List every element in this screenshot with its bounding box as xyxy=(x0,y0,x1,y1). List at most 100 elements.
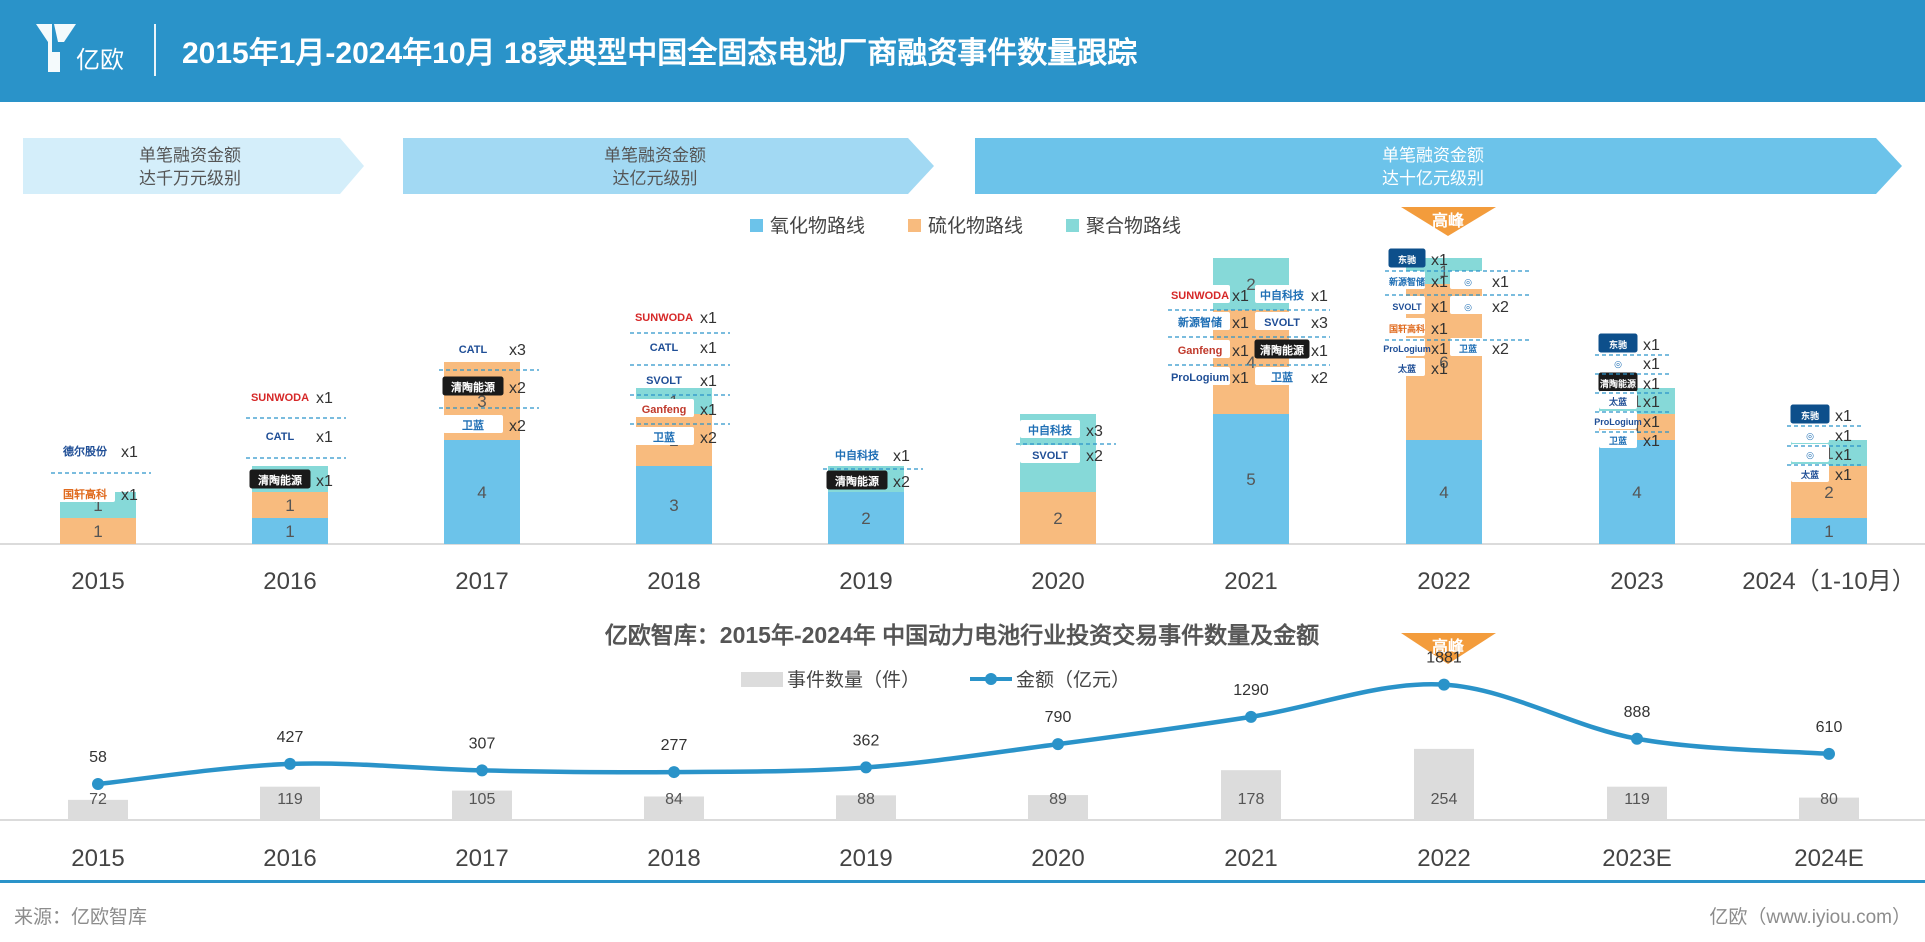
svg-text:新源智储: 新源智储 xyxy=(1389,276,1425,287)
bar-segment-2015-s1 xyxy=(60,518,136,544)
company-logo-icon: SUNWODA xyxy=(1170,285,1230,303)
company-logo-icon: 太蓝 xyxy=(1791,464,1829,482)
bar-label-2016-s0: 1 xyxy=(285,522,294,541)
top-tick-1: 2016 xyxy=(263,568,316,595)
bar-segment-2024（1-10月）-s0 xyxy=(1791,518,1867,544)
svg-text:◎: ◎ xyxy=(1464,302,1472,312)
event-bar-label-2024E: 80 xyxy=(1820,791,1838,808)
stage-banners: 单笔融资金额 达千万元级别 单笔融资金额 达亿元级别 单笔融资金额 达十亿元级别 xyxy=(23,138,1902,194)
annotation-2020: 中自科技 x3 SVOLT x2 xyxy=(1016,420,1116,465)
bottom-tick-6: 2021 xyxy=(1224,845,1277,872)
company-count: x3 xyxy=(509,342,526,359)
bar-label-2022-s1: 6 xyxy=(1439,353,1448,372)
stage-banner-3-line2: 达十亿元级别 xyxy=(1382,169,1484,188)
company-logo-icon: 太蓝 xyxy=(1599,391,1637,409)
peak-marker-top-label: 高峰 xyxy=(1432,211,1465,230)
bottom-tick-8: 2023E xyxy=(1602,845,1671,872)
bar-label-2021-s2: 2 xyxy=(1246,275,1255,294)
top-tick-8: 2023 xyxy=(1610,568,1663,595)
top-tick-7: 2022 xyxy=(1417,568,1470,595)
company-count: x1 xyxy=(316,473,333,490)
amount-point-2020 xyxy=(1052,738,1064,751)
legend-swatch-events xyxy=(741,672,783,687)
svg-text:◎: ◎ xyxy=(1806,431,1814,441)
annotation-2024（1-10月）: 东驰 x1 ◎ x1 ◎ x1 太蓝 x1 xyxy=(1787,404,1863,484)
amount-line xyxy=(97,682,1830,787)
company-count: x1 xyxy=(121,487,138,504)
svg-text:中自科技: 中自科技 xyxy=(1028,423,1073,437)
amount-label-2018: 277 xyxy=(661,737,688,754)
company-logo-icon: SUNWODA xyxy=(250,387,310,405)
svg-text:德尔股份: 德尔股份 xyxy=(62,444,108,458)
bottom-tick-7: 2022 xyxy=(1417,845,1470,872)
svg-text:东驰: 东驰 xyxy=(1609,339,1627,350)
event-bar-label-2018: 84 xyxy=(665,791,683,808)
company-logo-icon: 德尔股份 xyxy=(55,441,115,459)
company-count: x1 xyxy=(1311,288,1328,305)
legend-label-oxide: 氧化物路线 xyxy=(770,215,865,237)
annotation-2018: SUNWODA x1 CATL x1 SVOLT x1 Ganfeng x1 卫蓝 x2 xyxy=(630,307,730,447)
event-bar-label-2020: 89 xyxy=(1049,791,1067,808)
svg-text:清陶能源: 清陶能源 xyxy=(835,474,879,488)
company-count: x2 xyxy=(1492,299,1509,316)
top-tick-5: 2020 xyxy=(1031,568,1084,595)
company-logo-icon: 清陶能源 xyxy=(249,469,311,489)
svg-text:◎: ◎ xyxy=(1806,450,1814,460)
event-bar-2023E xyxy=(1607,786,1667,820)
svg-text:清陶能源: 清陶能源 xyxy=(258,473,302,487)
company-logo-icon: 太蓝 xyxy=(1389,358,1425,376)
company-count: x1 xyxy=(1835,408,1852,425)
legend-swatch-amount-dot xyxy=(985,673,997,685)
legend-label-amount: 金额（亿元） xyxy=(1016,669,1130,691)
svg-text:ProLogium: ProLogium xyxy=(1594,417,1642,427)
svg-text:清陶能源: 清陶能源 xyxy=(451,380,495,394)
company-count: x1 xyxy=(1232,288,1249,305)
company-logo-icon: ◎ xyxy=(1599,353,1637,371)
bar-label-2020-s1: 2 xyxy=(1053,509,1062,528)
logo-text: 亿欧 xyxy=(76,47,124,74)
annotation-2019: 中自科技 x1 清陶能源 x2 xyxy=(823,445,923,491)
legend-swatch-polymer xyxy=(1066,219,1079,232)
company-logo-icon: 国轩高科 xyxy=(1389,318,1425,336)
company-logo-icon: ProLogium xyxy=(1170,367,1230,385)
footer-divider xyxy=(0,880,1925,883)
company-count: x1 xyxy=(1643,356,1660,373)
event-bar-label-2016: 119 xyxy=(277,791,303,808)
company-logo-icon: 卫蓝 xyxy=(634,427,694,445)
header-divider xyxy=(154,24,156,76)
amount-label-2017: 307 xyxy=(469,735,496,752)
stage-banner-1-line1: 单笔融资金额 xyxy=(139,146,241,165)
legend-label-events: 事件数量（件） xyxy=(787,669,920,691)
svg-text:中自科技: 中自科技 xyxy=(1260,288,1305,302)
svg-text:卫蓝: 卫蓝 xyxy=(1271,370,1293,384)
bar-segment-2023-s0 xyxy=(1599,440,1675,544)
stage-banner-2-line1: 单笔融资金额 xyxy=(604,146,706,165)
svg-text:太蓝: 太蓝 xyxy=(1800,469,1819,480)
bar-label-2018-s0: 3 xyxy=(669,496,678,515)
amount-label-2023E: 888 xyxy=(1624,704,1651,721)
company-logo-icon: 新源智储 xyxy=(1389,271,1425,289)
svg-text:清陶能源: 清陶能源 xyxy=(1260,343,1304,357)
company-logo-icon: 清陶能源 xyxy=(1254,339,1310,359)
company-count: x1 xyxy=(700,340,717,357)
stage-banner-2 xyxy=(403,138,934,194)
company-logo-icon: CATL xyxy=(634,337,694,355)
top-tick-6: 2021 xyxy=(1224,568,1277,595)
company-logo-icon: ProLogium xyxy=(1594,411,1642,429)
bottom-tick-0: 2015 xyxy=(71,845,124,872)
company-count: x1 xyxy=(1643,414,1660,431)
event-bar-label-2019: 88 xyxy=(857,791,875,808)
company-count: x2 xyxy=(1492,341,1509,358)
svg-text:卫蓝: 卫蓝 xyxy=(653,430,675,444)
company-count: x1 xyxy=(1311,343,1328,360)
event-bar-2017 xyxy=(452,790,512,820)
amount-label-2021: 1290 xyxy=(1233,682,1269,699)
company-logo-icon: 东驰 xyxy=(1598,333,1638,353)
event-bar-2019 xyxy=(836,795,896,820)
bottom-tick-9: 2024E xyxy=(1794,845,1863,872)
svg-text:太蓝: 太蓝 xyxy=(1397,363,1416,374)
site-credit: 亿欧（www.iyiou.com） xyxy=(1709,907,1911,928)
amount-point-2016 xyxy=(284,757,296,770)
event-bar-2020 xyxy=(1028,795,1088,820)
